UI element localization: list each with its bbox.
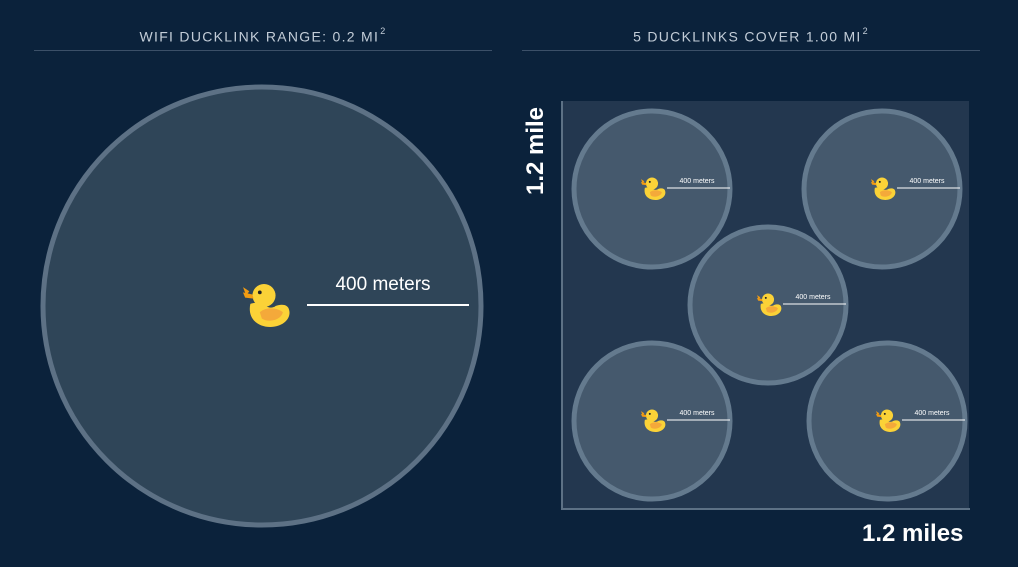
ducklink-radius-label: 400 meters: [795, 294, 831, 301]
ducklink-radius-label: 400 meters: [914, 410, 950, 417]
left-radius-label: 400 meters: [335, 274, 430, 295]
ducklink-5: 400 meters: [806, 340, 968, 502]
ducklink-radius-label: 400 meters: [679, 410, 715, 417]
right-panel-title: 5 DUCKLINKS COVER 1.00 MI2: [522, 22, 980, 51]
left-panel-title: WIFI DUCKLINK RANGE: 0.2 MI2: [34, 22, 492, 51]
left-coverage-group: 400 meters: [40, 84, 484, 528]
right-coverage-group: 400 meters 400 meters 400 meters 400 met…: [561, 101, 970, 510]
ducklink-3: 400 meters: [687, 224, 849, 386]
left-title-superscript: 2: [380, 26, 387, 36]
right-title-superscript: 2: [862, 26, 869, 36]
ducklink-radius-label: 400 meters: [679, 178, 715, 185]
left-title-text: WIFI DUCKLINK RANGE: 0.2 MI: [139, 28, 380, 45]
y-dimension-label: 1.2 mile: [522, 106, 549, 196]
right-title-text: 5 DUCKLINKS COVER 1.00 MI: [633, 28, 862, 45]
ducklink-4: 400 meters: [571, 340, 733, 502]
x-dimension-label: 1.2 miles: [862, 520, 964, 547]
ducklink-radius-label: 400 meters: [909, 178, 945, 185]
ducklink-1: 400 meters: [571, 108, 733, 270]
ducklink-2: 400 meters: [801, 108, 963, 270]
